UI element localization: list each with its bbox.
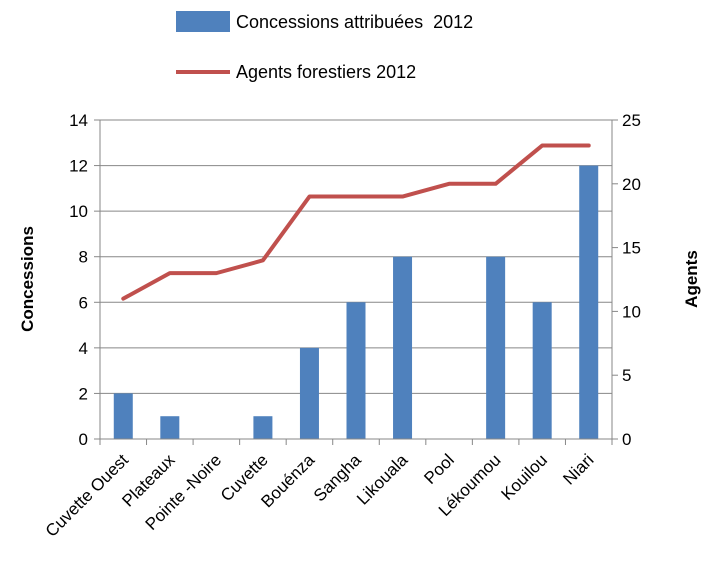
- legend: Concessions attribuées 2012 Agents fores…: [176, 11, 473, 82]
- line-series: [121, 143, 591, 301]
- y2-tick-label: 0: [622, 430, 631, 449]
- x-tick-label: Pool: [420, 450, 457, 487]
- bar: [253, 416, 273, 439]
- y2-tick-label: 20: [622, 175, 641, 194]
- bar: [579, 165, 599, 440]
- y-tick-label: 0: [79, 430, 88, 449]
- x-tick-label: Cuvette Ouest: [42, 450, 132, 540]
- bar: [486, 256, 506, 439]
- y-tick-label: 6: [79, 293, 88, 312]
- right-axis-ticks: 0 5 10 15 20 25: [612, 111, 641, 449]
- x-tick-label: Likouala: [353, 450, 412, 509]
- bar: [160, 416, 180, 439]
- y-axis-title: Concessions: [18, 226, 37, 332]
- x-tick-label: Niari: [559, 450, 597, 488]
- legend-label-agents: Agents forestiers 2012: [236, 62, 416, 82]
- legend-label-concessions: Concessions attribuées 2012: [236, 12, 473, 32]
- bar: [113, 393, 133, 439]
- y-tick-label: 14: [69, 111, 88, 130]
- legend-swatch-concessions: [176, 11, 230, 32]
- y2-tick-label: 15: [622, 239, 641, 258]
- y-tick-label: 8: [79, 248, 88, 267]
- bar-series: [113, 165, 599, 440]
- axes: [94, 120, 618, 440]
- left-axis-ticks: 0 2 4 6 8 10 12 14: [69, 111, 100, 449]
- y-tick-label: 2: [79, 384, 88, 403]
- bar: [393, 256, 413, 439]
- bar: [532, 302, 552, 439]
- bar: [299, 347, 319, 439]
- agents-line: [121, 143, 591, 301]
- y2-axis-title: Agents: [682, 250, 701, 308]
- y2-tick-label: 25: [622, 111, 641, 130]
- y2-tick-label: 5: [622, 366, 631, 385]
- y-tick-label: 12: [69, 157, 88, 176]
- x-tick-label: Kouilou: [497, 450, 551, 504]
- bar: [346, 302, 366, 439]
- y-tick-label: 4: [79, 339, 88, 358]
- y2-tick-label: 10: [622, 302, 641, 321]
- y-tick-label: 10: [69, 202, 88, 221]
